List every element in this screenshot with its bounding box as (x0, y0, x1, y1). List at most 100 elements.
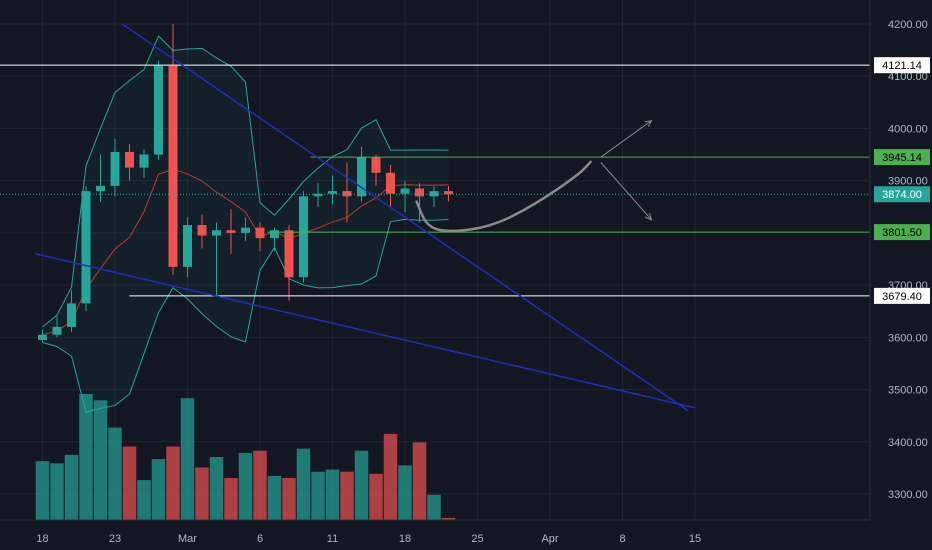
time-tick-label: Apr (541, 533, 558, 545)
candle-body (67, 303, 76, 327)
projection-arrow-shaft (600, 120, 652, 158)
volume-bar (369, 473, 383, 520)
candle-body (183, 225, 192, 267)
volume-bar (180, 398, 195, 520)
trendline (121, 23, 689, 412)
price-tick-label: 4100.00 (888, 71, 928, 83)
price-tag-box (874, 224, 930, 241)
projection-arrow-head (644, 212, 653, 221)
time-tick-label: 25 (471, 533, 483, 545)
price-tag-label: 3874.00 (882, 189, 922, 201)
candle-body (444, 191, 453, 195)
candle-body (52, 326, 62, 335)
candle-body (38, 334, 47, 340)
candle-body (168, 65, 178, 267)
volume-bar (238, 452, 253, 520)
volume-bar (412, 442, 427, 520)
volume-bar (267, 475, 282, 520)
time-axis-labels: 18 23 Mar 6 11 18 25 Apr 8 15 (36, 533, 701, 545)
volume-bar (137, 480, 151, 520)
volume-bar (209, 457, 224, 520)
candlesticks (38, 24, 453, 343)
price-tag-label: 3679.40 (882, 291, 922, 303)
volume-bar (354, 450, 369, 520)
price-tag-box (874, 287, 930, 304)
candle-body (313, 193, 323, 197)
candle-body (328, 191, 337, 194)
price-tick-label: 3500.00 (888, 385, 928, 397)
candle-body (429, 191, 439, 197)
grid-lines (0, 0, 870, 520)
time-tick-label: 11 (327, 533, 338, 545)
candle-body (284, 230, 294, 278)
candle-body (154, 65, 163, 155)
projection-path (415, 119, 653, 233)
price-tag-box (874, 57, 930, 74)
volume-bar (340, 471, 354, 520)
candle-body (270, 230, 279, 239)
time-tick-label: 18 (36, 533, 48, 545)
projection-curve (415, 160, 592, 233)
candle-body (96, 185, 105, 192)
trendline (35, 253, 696, 409)
candle-body (386, 172, 395, 194)
time-tick-label: 18 (399, 533, 411, 545)
volume-bar (122, 446, 137, 520)
volume-bar (64, 454, 79, 520)
price-axis-panel[interactable] (870, 0, 932, 520)
candle-body (197, 225, 207, 236)
candle-body (110, 151, 120, 186)
volume-bar (427, 494, 441, 520)
candle-body (357, 157, 366, 197)
candle-body (139, 154, 149, 168)
candle-body (226, 230, 236, 233)
volume-bar (35, 461, 50, 520)
price-tick-label: 3900.00 (888, 176, 928, 188)
horizontal-levels (0, 64, 870, 297)
volume-bar (108, 427, 122, 520)
price-tick-label: 3600.00 (888, 332, 928, 344)
volume-bars (35, 394, 456, 520)
price-tick-label: 4200.00 (888, 19, 928, 31)
moving-average-line (42, 168, 449, 336)
candle-body (342, 191, 352, 197)
price-tick-label: 3400.00 (888, 437, 928, 449)
candle-body (212, 230, 221, 236)
price-tag-box (874, 186, 930, 203)
candle-body (255, 227, 265, 239)
volume-bar (50, 463, 64, 520)
candle-body (81, 191, 91, 304)
time-tick-label: 15 (689, 533, 701, 545)
price-tag-label: 3945.14 (882, 152, 922, 164)
volume-bar (398, 465, 412, 520)
candle-body (400, 188, 410, 194)
bollinger-upper-line (42, 35, 449, 328)
volume-bar (93, 400, 108, 520)
volume-bar (325, 469, 340, 520)
time-tick-label: 6 (257, 533, 263, 545)
volume-bar (253, 450, 267, 520)
price-tag-box (874, 149, 930, 166)
volume-bar (195, 467, 209, 520)
price-tag-label: 3801.50 (882, 227, 922, 239)
projection-arrow-head (644, 119, 653, 128)
candle-body (299, 196, 308, 278)
volume-bar (311, 471, 325, 520)
candle-body (241, 227, 250, 233)
price-tags: 4121.14 3945.14 3874.00 3801.50 3679.40 (874, 57, 930, 304)
time-tick-label: Mar (178, 533, 197, 545)
price-axis-labels: 4200.004100.004000.003900.003800.003700.… (888, 19, 928, 501)
volume-bar (79, 394, 93, 520)
volume-bar (282, 478, 296, 520)
volume-bar (296, 448, 311, 520)
time-tick-label: 8 (619, 533, 625, 545)
volume-bar (224, 478, 238, 520)
volume-bar (441, 517, 456, 520)
volume-bar (383, 433, 398, 520)
time-axis-panel[interactable] (0, 520, 932, 550)
time-tick-label: 23 (109, 533, 121, 545)
bollinger-lower-line (42, 218, 449, 413)
candle-body (371, 157, 381, 173)
candle-body (125, 151, 134, 168)
